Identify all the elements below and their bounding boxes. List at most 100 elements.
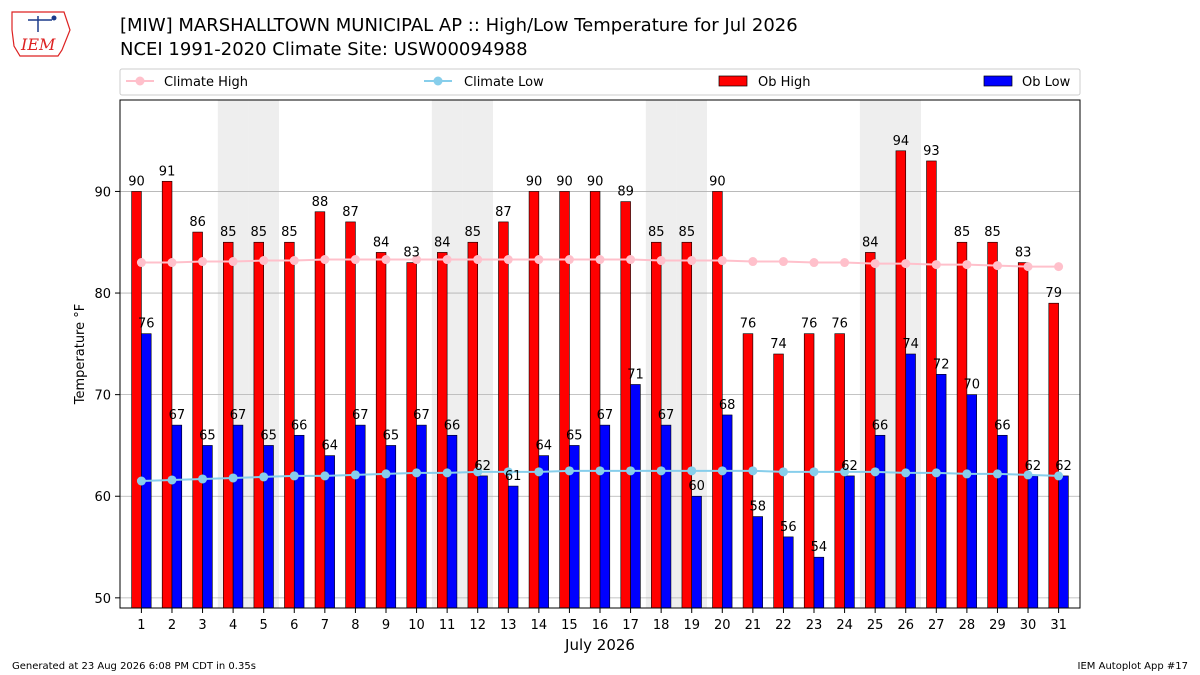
climate-low-point-day-18 [656,466,666,476]
ob-low-value-label: 67 [169,408,186,423]
ob-high-bar-day-1 [131,191,142,609]
x-tick-label: 24 [836,618,853,633]
ob-low-value-label: 66 [291,418,308,433]
ob-low-value-label: 54 [811,540,828,555]
y-axis-label: Temperature °F [73,304,88,405]
ob-high-value-label: 85 [281,225,298,240]
climate-high-point-day-18 [656,256,666,266]
ob-high-bar-day-13 [498,221,509,609]
x-tick-label: 30 [1020,618,1037,633]
ob-low-bar-day-31 [1058,475,1069,609]
climate-high-point-day-27 [931,260,941,270]
ob-high-bar-day-28 [956,241,968,609]
x-tick-label: 13 [500,618,517,633]
ob-high-value-label: 87 [342,205,359,220]
climate-low-point-day-1 [136,476,146,486]
ob-high-value-label: 76 [740,317,757,332]
x-tick-label: 15 [561,618,578,633]
legend-ob-low-swatch [983,75,1013,87]
climate-low-point-day-14 [534,467,544,477]
climate-high-point-day-13 [503,255,513,265]
climate-low-point-day-21 [748,466,758,476]
ob-low-value-label: 64 [535,439,552,454]
chart-title: [MIW] MARSHALLTOWN MUNICIPAL AP :: High/… [120,15,798,36]
x-tick-label: 23 [806,618,823,633]
climate-low-point-day-12 [473,467,483,477]
ob-high-value-label: 85 [648,225,665,240]
y-tick-label: 60 [94,490,111,505]
x-tick-label: 10 [408,618,425,633]
ob-low-value-label: 64 [321,439,338,454]
x-tick-label: 27 [928,618,945,633]
ob-high-value-label: 76 [801,317,818,332]
ob-low-value-label: 56 [780,520,797,535]
ob-low-value-label: 58 [749,500,766,515]
ob-high-value-label: 83 [1015,246,1032,261]
ob-low-bar-day-17 [630,384,641,609]
x-tick-label: 22 [775,618,792,633]
legend-climate-high-label: Climate High [164,75,248,90]
x-tick-label: 25 [867,618,884,633]
climate-high-point-day-8 [350,255,360,265]
ob-low-value-label: 62 [1055,459,1072,474]
ob-low-value-label: 66 [872,418,889,433]
ob-low-bar-day-22 [783,536,794,609]
legend-ob-high-swatch [718,75,748,87]
ob-high-value-label: 83 [403,246,420,261]
climate-low-point-day-20 [717,466,727,476]
climate-low-point-day-11 [442,468,452,478]
ob-low-value-label: 65 [383,428,400,443]
ob-low-bar-day-8 [355,424,366,609]
climate-high-point-day-2 [167,258,177,268]
x-tick-label: 20 [714,618,731,633]
ob-high-value-label: 84 [373,235,390,250]
generated-timestamp: Generated at 23 Aug 2026 6:08 PM CDT in … [12,661,256,672]
ob-low-value-label: 62 [1025,459,1042,474]
ob-low-bar-day-30 [1027,475,1039,609]
x-tick-label: 5 [260,618,268,633]
x-tick-label: 8 [351,618,359,633]
ob-low-bar-day-23 [813,556,825,609]
ob-high-value-label: 79 [1045,286,1062,301]
ob-low-value-label: 70 [963,378,980,393]
ob-high-bar-day-3 [192,231,203,609]
legend-ob-high-label: Ob High [758,75,811,90]
ob-high-value-label: 93 [923,144,940,159]
climate-low-point-day-9 [381,469,391,479]
climate-high-point-day-15 [564,255,574,265]
climate-low-point-day-2 [167,475,177,485]
ob-high-value-label: 90 [128,174,145,189]
ob-high-value-label: 88 [312,195,329,210]
x-tick-label: 26 [897,618,914,633]
climate-high-point-day-30 [1023,262,1033,272]
ob-low-bar-day-27 [936,374,947,609]
ob-low-bar-day-29 [997,434,1008,609]
ob-low-bar-day-26 [905,353,916,609]
ob-low-value-label: 71 [627,367,644,382]
ob-high-value-label: 91 [159,164,176,179]
ob-high-bar-day-27 [926,160,937,609]
x-tick-label: 21 [745,618,762,633]
x-tick-label: 16 [592,618,609,633]
legend-frame [119,68,1081,96]
climate-high-point-day-1 [136,258,146,268]
ob-low-value-label: 67 [413,408,430,423]
ob-low-value-label: 67 [352,408,369,423]
x-tick-label: 12 [469,618,486,633]
ob-low-value-label: 60 [688,479,705,494]
climate-high-point-day-7 [320,255,330,265]
ob-high-bar-day-16 [589,191,601,609]
x-tick-label: 14 [531,618,548,633]
ob-high-value-label: 90 [526,174,543,189]
ob-high-bar-day-26 [895,150,907,609]
climate-low-point-day-16 [595,466,605,476]
climate-high-point-day-14 [534,255,544,265]
anemometer-cup [51,15,57,21]
climate-high-point-day-24 [840,258,850,268]
x-tick-label: 9 [382,618,390,633]
ob-high-bar-day-15 [559,191,570,609]
ob-low-value-label: 72 [933,357,950,372]
ob-low-value-label: 68 [719,398,736,413]
ob-low-bar-day-1 [141,333,152,609]
